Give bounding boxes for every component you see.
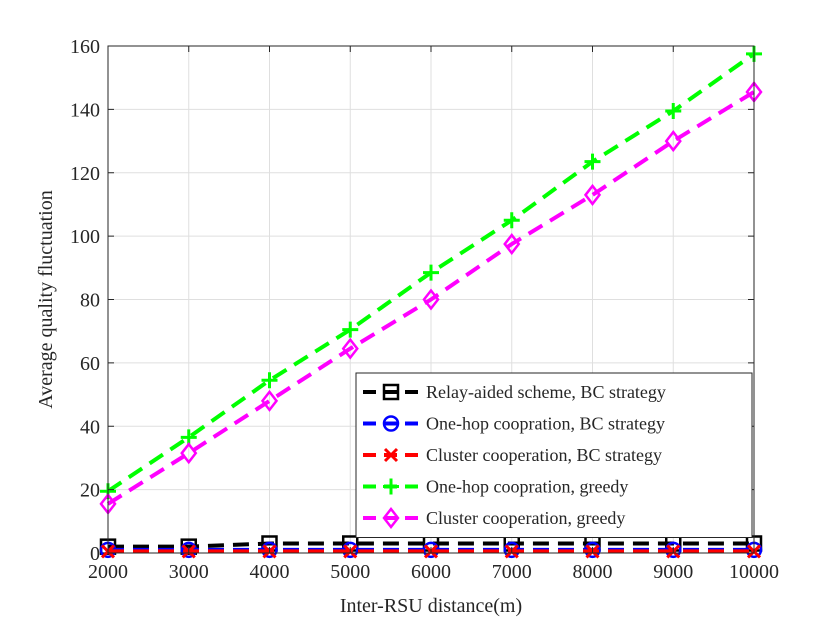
legend: Relay-aided scheme, BC strategy One-hop c… [355,372,753,538]
x-tick-label: 4000 [250,561,290,583]
ticks: 2000 3000 4000 5000 6000 7000 8000 9000 10000 0 20… [70,36,779,583]
data-point [665,102,682,119]
legend-box [355,372,753,538]
data-point [342,321,359,338]
x-tick-label: 10000 [729,561,779,583]
y-tick-label: 160 [70,36,100,58]
legend-item: Cluster cooperation, BC strategy [363,445,662,465]
y-tick-label: 120 [70,163,100,185]
data-point [260,389,279,412]
data-point [422,288,440,311]
legend-marker [382,506,400,530]
y-tick-label: 100 [70,226,100,248]
series-line [108,541,754,549]
series-5 [99,80,763,515]
data-point [503,233,521,256]
legend-label: Cluster cooperation, greedy [426,508,625,528]
legend-item: One-hop coopration, greedy [363,477,628,497]
x-tick-label: 2000 [88,561,128,583]
x-tick-label: 8000 [573,561,613,583]
x-tick-label: 3000 [169,561,209,583]
y-tick-label: 140 [70,99,100,121]
data-point [503,212,520,229]
data-point [583,183,602,206]
legend-marker [382,383,400,401]
legend-marker [383,447,399,463]
data-point [180,442,198,465]
legend-label: Cluster cooperation, BC strategy [426,445,662,465]
data-point [341,337,359,360]
legend-label: One-hop coopration, greedy [426,477,628,497]
legend-marker [382,415,400,432]
x-tick-label: 5000 [330,561,370,583]
legend-item: Cluster cooperation, greedy [363,506,625,530]
series-line [106,90,756,506]
legend-label: One-hop coopration, BC strategy [426,414,665,434]
y-tick-label: 60 [80,353,100,375]
x-tick-label: 9000 [653,561,693,583]
data-point [584,153,601,170]
legend-item: Relay-aided scheme, BC strategy [363,382,666,402]
y-tick-label: 0 [90,543,100,565]
legend-marker [383,478,399,495]
data-point [664,130,682,153]
legend-label: Relay-aided scheme, BC strategy [426,382,666,402]
data-point [261,372,278,389]
y-tick-label: 40 [80,416,100,438]
y-tick-label: 20 [80,480,100,502]
x-tick-label: 7000 [492,561,532,583]
y-axis-label: Average quality fluctuation [35,190,57,408]
data-point [423,264,439,281]
x-axis-label: Inter-RSU distance(m) [340,595,522,617]
series-group [99,45,763,559]
legend-item: One-hop coopration, BC strategy [363,414,665,434]
x-tick-label: 6000 [411,561,451,583]
y-tick-label: 80 [80,290,100,312]
